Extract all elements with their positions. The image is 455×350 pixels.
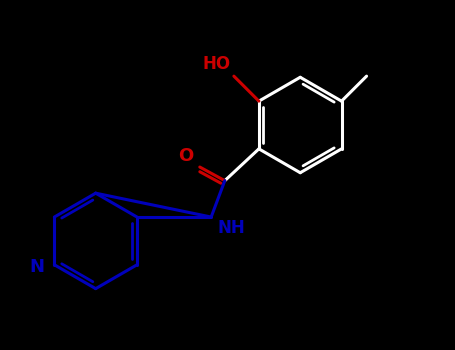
Text: N: N [30, 258, 44, 276]
Text: O: O [178, 147, 193, 165]
Text: NH: NH [218, 219, 246, 237]
Text: HO: HO [202, 55, 230, 72]
